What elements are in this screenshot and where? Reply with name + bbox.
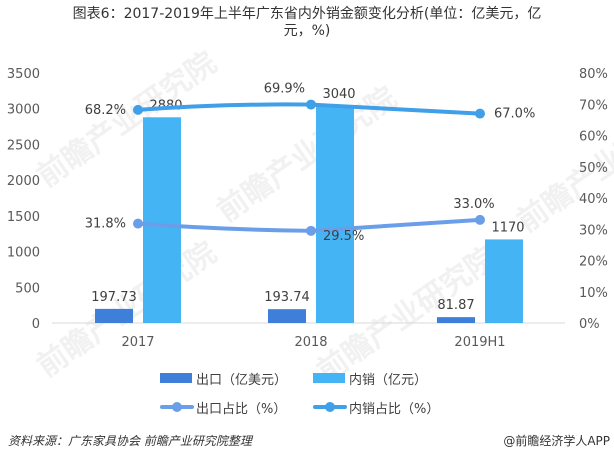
legend-label-domestic-share: 内销占比（%） [349, 401, 440, 417]
right-axis-tick: 60% [579, 130, 608, 145]
marker-export-share [133, 218, 143, 229]
label-domestic-share: 69.9% [264, 82, 305, 97]
source-note: 资料来源：广东家具协会 前瞻产业研究院整理 [8, 434, 252, 448]
right-y-axis: 0% 10% 20% 30% 40% 50% 60% 70% 80% [579, 67, 608, 332]
bar-export [268, 309, 306, 323]
brand-credit: @前瞻经济学人APP [503, 434, 610, 448]
legend-label-export: 出口（亿美元） [196, 372, 288, 388]
marker-domestic-share [475, 108, 485, 119]
left-axis-tick: 3000 [7, 103, 40, 118]
bar-export-label: 193.74 [264, 290, 310, 305]
bar-export-label: 81.87 [437, 298, 474, 313]
left-y-axis: 0 500 1000 1500 2000 2500 3000 3500 [7, 67, 40, 332]
marker-domestic-share [306, 99, 316, 110]
legend-item-domestic: 内销（亿元） [313, 368, 427, 388]
legend-item-export-share: 出口占比（%） [160, 397, 286, 417]
legend-item-export: 出口（亿美元） [160, 368, 287, 388]
legend-item-domestic-share: 内销占比（%） [313, 397, 439, 417]
legend-swatch-export [160, 373, 192, 383]
right-axis-tick: 20% [579, 255, 608, 270]
legend-swatch-export-share [160, 397, 194, 417]
left-axis-tick: 2500 [7, 138, 40, 153]
marker-domestic-share [133, 104, 143, 115]
x-axis-label: 2017 [121, 335, 154, 350]
marker-export-share [306, 225, 316, 236]
marker-export-share [475, 214, 485, 225]
left-axis-tick: 0 [32, 317, 40, 332]
bar-export-label: 197.73 [91, 290, 137, 305]
left-axis-tick: 1000 [7, 246, 40, 261]
legend-label-export-share: 出口占比（%） [196, 401, 287, 417]
x-axis-labels: 2017 2018 2019H1 [121, 335, 505, 350]
left-axis-tick: 1500 [7, 210, 40, 225]
legend-label-domestic: 内销（亿元） [349, 372, 428, 388]
label-domestic-share: 68.2% [85, 103, 126, 118]
right-axis-tick: 30% [579, 223, 608, 238]
right-axis-tick: 10% [579, 286, 608, 301]
combo-chart: 0 500 1000 1500 2000 2500 3000 3500 0% 10% 20% 30%… [7, 67, 608, 350]
line-export-share [136, 217, 482, 233]
bar-domestic [143, 117, 181, 324]
line-series: 68.2% 69.9% 67.0% 31.8% 29.5% 33.0% [85, 82, 536, 244]
chart-title: 图表6：2017-2019年上半年广东省内外销金额变化分析(单位：亿美元，亿 元… [0, 6, 614, 40]
chart-title-line1: 图表6：2017-2019年上半年广东省内外销金额变化分析(单位：亿美元，亿 [72, 6, 542, 22]
right-axis-tick: 80% [579, 67, 608, 82]
bar-domestic [485, 239, 523, 323]
label-export-share: 31.8% [85, 217, 126, 232]
right-axis-tick: 70% [579, 98, 608, 113]
bar-export [95, 308, 133, 323]
legend-swatch-domestic [313, 373, 345, 383]
bar-domestic-label: 3040 [322, 87, 355, 102]
x-axis-label: 2018 [294, 335, 327, 350]
x-axis-label: 2019H1 [454, 335, 505, 350]
label-domestic-share: 67.0% [494, 107, 535, 122]
left-axis-tick: 500 [15, 281, 40, 296]
right-axis-tick: 50% [579, 161, 608, 176]
right-axis-tick: 40% [579, 192, 608, 207]
line-domestic-share [136, 102, 482, 116]
bar-domestic-label: 1170 [491, 220, 524, 235]
chart-title-line2: 元，%) [283, 23, 331, 39]
legend-swatch-domestic-share [313, 397, 347, 417]
bar-domestic [316, 105, 354, 323]
left-axis-tick: 2000 [7, 174, 40, 189]
left-axis-tick: 3500 [7, 67, 40, 82]
label-export-share: 33.0% [453, 197, 494, 212]
right-axis-tick: 0% [579, 317, 600, 332]
label-export-share: 29.5% [323, 229, 364, 244]
bar-export [437, 317, 475, 323]
